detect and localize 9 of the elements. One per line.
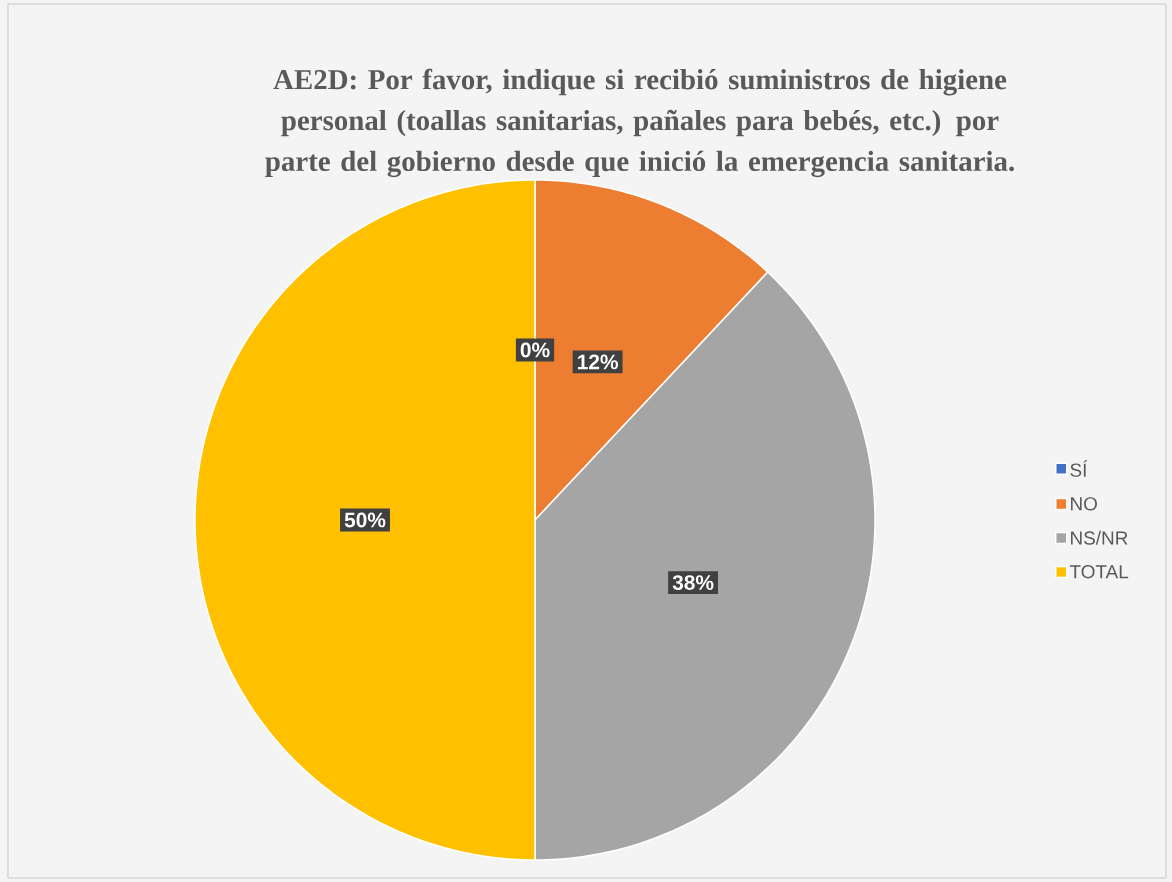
- legend-label: NS/NR: [1071, 530, 1128, 545]
- data-label: 50%: [344, 512, 386, 528]
- legend-label: NO: [1071, 497, 1097, 511]
- data-label: 12%: [577, 354, 618, 370]
- data-label: 38%: [672, 575, 714, 590]
- text: 0%: [520, 342, 550, 358]
- legend-label: TOTAL: [1069, 565, 1129, 579]
- chart-title: AE2D: Por favor, indique si recibió suministros de higiene personal (toallas sanitarias, pañales para bebés, etc.) por parte del gobierno desde que inició la emergencia sanitaria.: [265, 68, 1014, 178]
- legend-label: SÍ: [1070, 460, 1088, 477]
